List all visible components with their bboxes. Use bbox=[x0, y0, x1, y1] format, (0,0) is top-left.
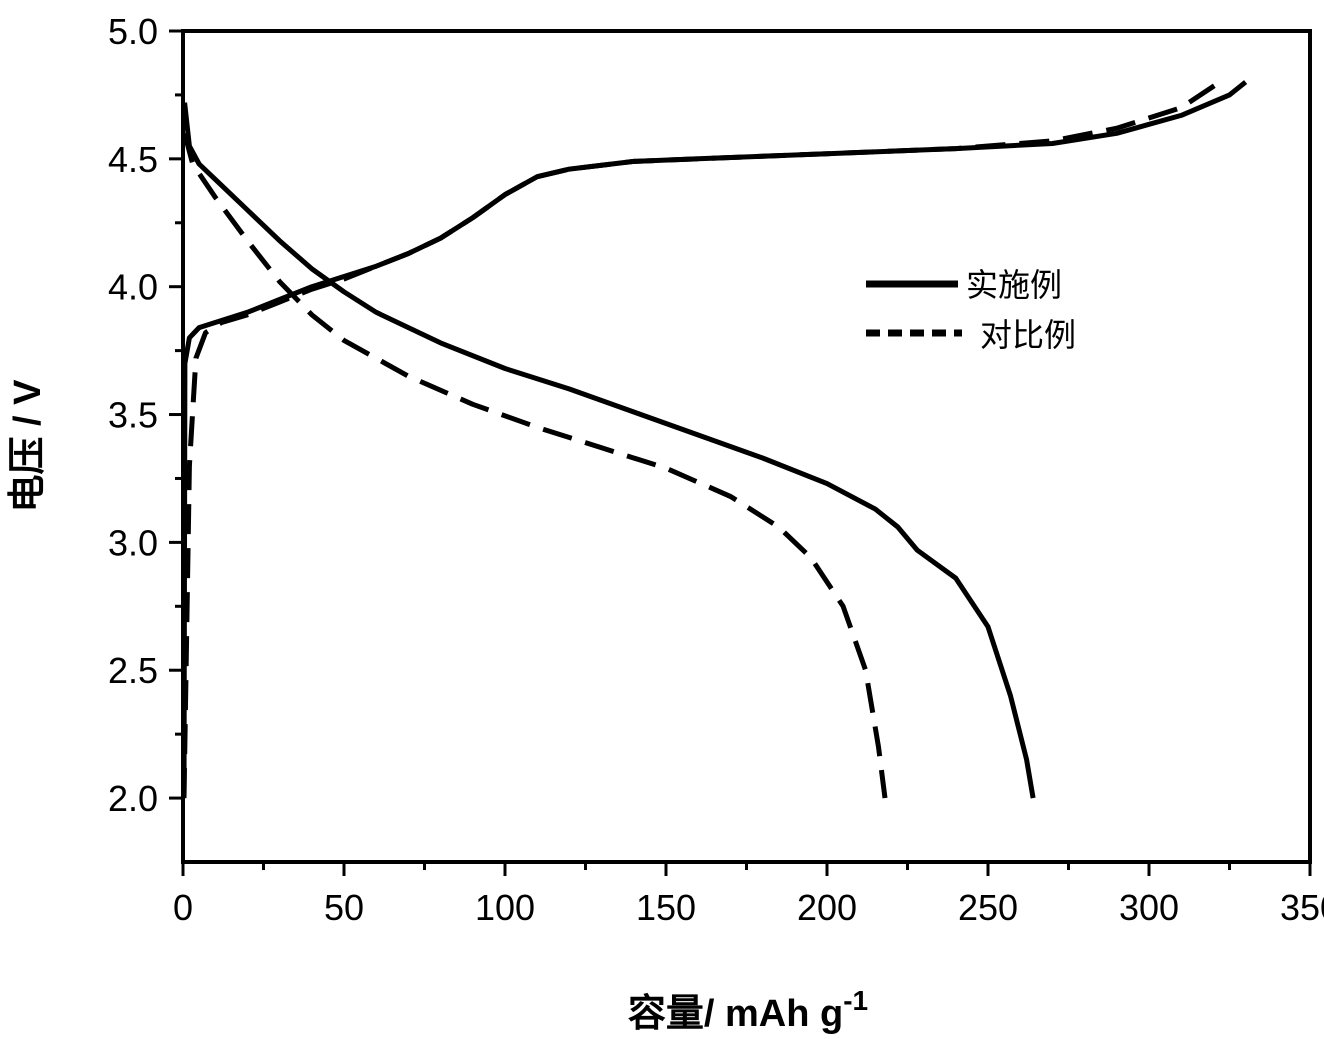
y-tick-label: 3.5 bbox=[108, 395, 158, 436]
x-tick-label: 0 bbox=[173, 887, 193, 928]
y-tick-label: 5.0 bbox=[108, 11, 158, 52]
x-axis-title: 容量/ mAh g-1 bbox=[628, 985, 868, 1035]
y-tick-label: 3.0 bbox=[108, 522, 158, 563]
x-tick-label: 150 bbox=[636, 887, 696, 928]
y-tick-label: 4.5 bbox=[108, 139, 158, 180]
y-tick-label: 2.0 bbox=[108, 778, 158, 819]
legend-label-solid: 实施例 bbox=[966, 266, 1062, 304]
legend: 实施例 对比例 bbox=[866, 266, 1076, 354]
series-dashed-curve-discharge bbox=[182, 132, 888, 799]
tick-labels: 0 50 100 150 200 250 300 350 2.0 2.5 3.0 3.5 4.0 4.5 5… bbox=[108, 11, 1324, 928]
legend-label-dashed: 对比例 bbox=[980, 316, 1076, 354]
series-solid-curve-discharge bbox=[182, 102, 1036, 799]
x-tick-label: 350 bbox=[1280, 887, 1324, 928]
x-tick-label: 300 bbox=[1119, 887, 1179, 928]
x-axis-title-superscript: -1 bbox=[843, 985, 868, 1016]
y-tick-label: 4.0 bbox=[108, 267, 158, 308]
x-tick-label: 250 bbox=[958, 887, 1018, 928]
series-layer bbox=[181, 80, 1248, 799]
y-tick-label: 2.5 bbox=[108, 650, 158, 691]
x-tick-label: 200 bbox=[797, 887, 857, 928]
axis-ticks bbox=[169, 29, 1312, 876]
y-axis-title: 电压 / V bbox=[7, 379, 49, 513]
x-tick-label: 50 bbox=[324, 887, 364, 928]
x-axis-title-main: 容量/ mAh g bbox=[628, 993, 843, 1035]
x-tick-label: 100 bbox=[475, 887, 535, 928]
series-dashed-curve-charge bbox=[181, 80, 1222, 799]
